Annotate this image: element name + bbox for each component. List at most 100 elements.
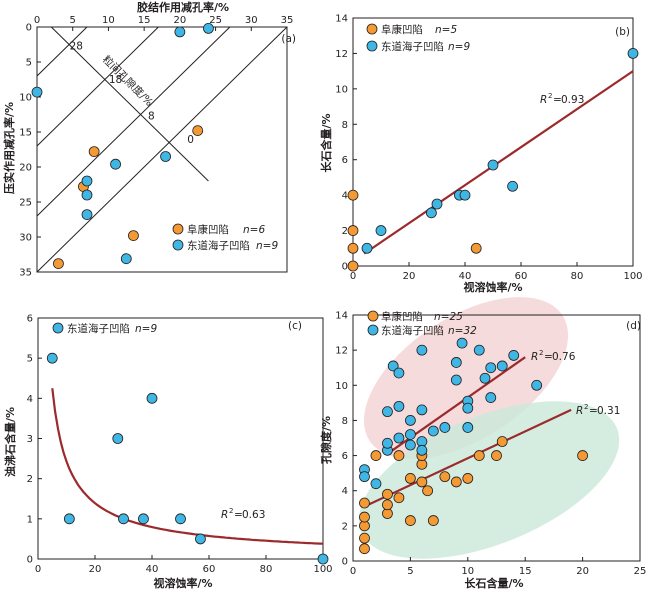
panel-a-guide-lines: 28 18 8 0: [36, 26, 288, 273]
data-point: [175, 513, 186, 525]
data-point: [479, 372, 491, 384]
data-point: [425, 207, 437, 219]
data-point: [456, 337, 468, 349]
data-point: [81, 189, 93, 201]
x-tick-label: 25: [209, 15, 222, 26]
data-point: [393, 492, 405, 504]
panel-b-ylabel: 长石含量/%: [319, 113, 333, 172]
data-point: [46, 352, 58, 364]
panel-a-points: [31, 22, 214, 270]
panel-b-fit: [363, 70, 634, 255]
data-point: [487, 159, 499, 171]
fit-line: [363, 70, 634, 255]
data-point: [359, 471, 370, 483]
iso-porosity-label: 0: [187, 134, 194, 146]
legend-count-dongdaohaizi: n=9: [135, 323, 157, 335]
data-point: [347, 189, 359, 201]
x-tick-label: 0: [350, 271, 356, 282]
y-tick-label: 35: [19, 268, 32, 279]
data-point: [160, 151, 171, 162]
iso-porosity-label: 18: [109, 74, 122, 86]
panel-b: 视溶蚀率/% 长石含量/% (b) 0 20 40 60 80 100 0 2 4 6 8 10 12 1…: [319, 14, 643, 295]
data-point: [393, 450, 405, 461]
x-tick-label: 25: [634, 566, 647, 577]
x-tick-label: 100: [313, 564, 332, 575]
legend-count-dongdaohaizi: n=32: [448, 325, 477, 337]
data-point: [462, 402, 474, 414]
r2-prefix: R: [576, 405, 583, 417]
data-point: [359, 497, 370, 509]
y-tick-label: 10: [335, 84, 348, 95]
legend-label-dongdaohaizi: 东道海子凹陷: [67, 322, 130, 335]
r2-superscript: 2: [539, 349, 543, 357]
r2-value: 0.93: [561, 94, 584, 106]
data-point: [112, 433, 124, 444]
data-point: [393, 367, 405, 379]
r2-prefix: R: [531, 351, 538, 363]
y-tick-label: 30: [19, 233, 32, 244]
y-tick-label: 4: [342, 191, 348, 202]
legend-label-dongdaohaizi: 东道海子凹陷: [381, 40, 444, 53]
data-point: [508, 350, 520, 361]
data-point: [496, 436, 508, 447]
panel-b-label: (b): [615, 26, 630, 38]
panel-a-ylabel: 压实作用减孔率/%: [2, 102, 16, 194]
data-point: [174, 26, 186, 38]
data-point: [81, 175, 93, 187]
panel-c-fit: [51, 388, 324, 545]
data-point: [387, 360, 399, 372]
r2-superscript: 2: [229, 507, 233, 515]
data-point: [485, 362, 497, 374]
panel-d-points: [359, 337, 588, 555]
data-point: [347, 242, 359, 254]
y-tick-label: 2: [342, 226, 348, 237]
y-tick-label: 12: [335, 49, 348, 60]
x-tick-label: 40: [459, 271, 472, 282]
legend-count-fukang: n=5: [435, 24, 457, 36]
data-point: [473, 344, 485, 356]
legend-marker-fukang: [172, 223, 184, 235]
data-point: [462, 422, 474, 433]
panel-a-axes: 0 5 10 15 20 25 30 35 0 5 10 15 20 25 30 35: [19, 15, 293, 279]
data-point: [431, 198, 443, 210]
panel-d-axes: 0 5 10 15 20 25 0 2 4 6 8 10 12 14: [335, 311, 646, 578]
y-tick-label: 0: [342, 262, 348, 273]
x-tick-label: 20: [576, 566, 589, 577]
legend-marker-dongdaohaizi: [367, 324, 379, 336]
x-tick-label: 0: [350, 566, 356, 577]
data-point: [120, 253, 132, 265]
y-tick-label: 5: [26, 58, 32, 69]
x-tick-label: 100: [623, 271, 642, 282]
data-point: [404, 439, 416, 451]
panel-b-legend: 阜康凹陷 n=5 东道海子凹陷 n=9: [366, 23, 470, 53]
r2-equals: =: [544, 351, 553, 363]
x-tick-label: 35: [281, 15, 294, 26]
data-point: [439, 471, 451, 483]
data-point: [462, 473, 474, 484]
data-point: [382, 499, 393, 511]
data-point: [470, 242, 482, 254]
x-tick-label: 0: [34, 15, 40, 26]
x-tick-label: 80: [571, 271, 584, 282]
data-point: [118, 513, 129, 525]
panel-d-legend: 阜康凹陷 n=25 东道海子凹陷 n=32: [367, 310, 477, 337]
panel-c: 视溶蚀率/% 浊沸石含量/% (c) 0 20 40 60 80 100 0 1 2 3 4 5 6 东…: [3, 314, 333, 591]
x-tick-label: 60: [203, 564, 216, 575]
data-point: [416, 476, 428, 488]
data-point: [416, 444, 428, 456]
panel-c-r2: R 2 = 0.63: [221, 507, 265, 521]
x-tick-label: 15: [519, 566, 532, 577]
data-point: [577, 450, 588, 461]
iso-porosity-line: [36, 26, 231, 217]
legend-marker-dongdaohaizi: [366, 40, 378, 52]
x-tick-label: 20: [173, 15, 186, 26]
data-point: [382, 406, 393, 418]
r2-equals: =: [553, 94, 562, 106]
legend-label-fukang: 阜康凹陷: [187, 223, 229, 236]
fit-curve: [51, 388, 324, 545]
panel-d-label: (d): [626, 320, 641, 332]
data-point: [203, 22, 214, 34]
r2-prefix: R: [540, 94, 547, 106]
iso-porosity-line: [36, 26, 288, 273]
diagonal-guide: [50, 26, 209, 182]
